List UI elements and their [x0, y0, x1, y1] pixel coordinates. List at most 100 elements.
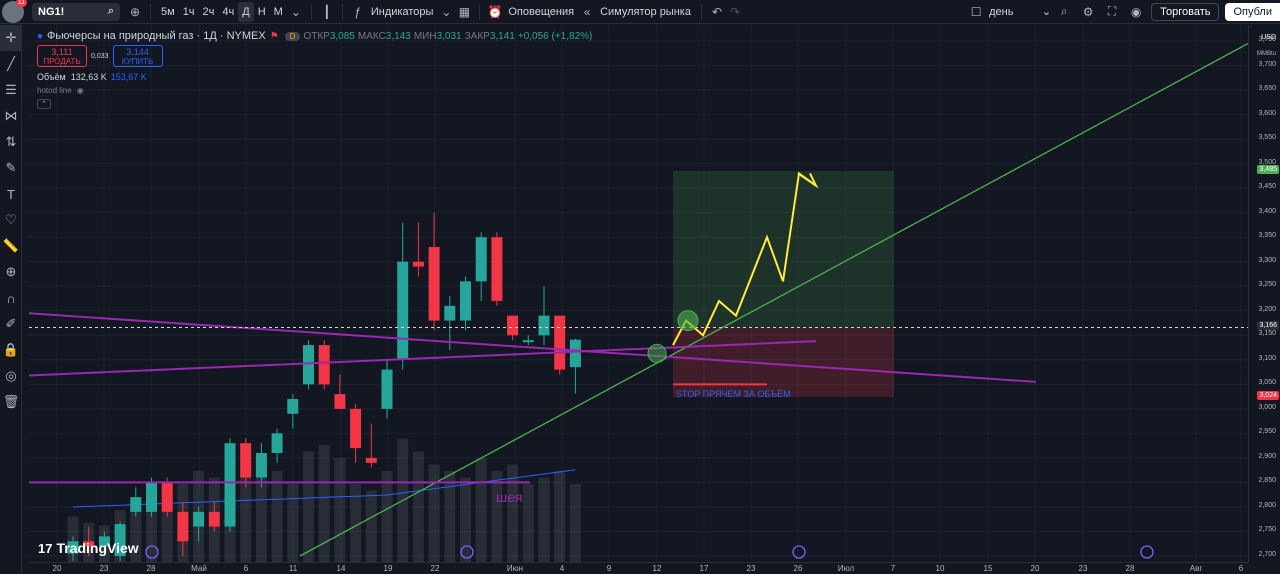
- layout-square-icon[interactable]: ☐: [970, 4, 982, 19]
- forecast-icon[interactable]: ⇅: [5, 134, 17, 149]
- trendline: [299, 42, 1248, 557]
- volume-bar: [303, 451, 314, 562]
- symbol-title[interactable]: Фьючерсы на природный газ · 1Д · NYMEX: [47, 30, 266, 42]
- layouts-icon[interactable]: ▦: [458, 4, 471, 19]
- magnet-icon[interactable]: ∩: [6, 290, 16, 306]
- price-tick-label: 3,100: [1258, 354, 1276, 362]
- time-tick-label: Июл: [837, 564, 855, 573]
- sell-price: 3,111: [51, 47, 73, 57]
- interval-group: 5м 1ч 2ч 4ч Д Н М: [157, 1, 287, 22]
- time-tick-label: 9: [606, 564, 612, 573]
- stop-zone: [673, 327, 894, 398]
- price-tick-label: 3,350: [1258, 232, 1276, 240]
- fib-icon[interactable]: ☰: [5, 82, 17, 97]
- volume-bar: [460, 477, 471, 562]
- flame-icon: ●: [37, 30, 44, 42]
- volume-label[interactable]: Объём: [37, 72, 66, 82]
- brush-icon[interactable]: ✎: [5, 160, 17, 175]
- search-icon: ⌕: [107, 5, 114, 17]
- candle-body: [334, 394, 346, 409]
- chevron-down-icon: ⌄: [1041, 6, 1052, 18]
- time-tick-label: 26: [793, 564, 803, 573]
- alert-icon: ⏰: [487, 4, 503, 19]
- price-axis[interactable]: USD MMBtu 3,750 3,700 3,650 3,600 3,550 3,500…: [1248, 25, 1280, 562]
- interval-button-5[interactable]: Н: [257, 5, 266, 18]
- gear-icon[interactable]: ⚙: [1082, 4, 1094, 19]
- lock-icon[interactable]: 🔒: [2, 342, 20, 357]
- user-avatar[interactable]: 11: [2, 0, 27, 23]
- price-tick-label: 3,200: [1258, 305, 1276, 313]
- interval-button-0[interactable]: 5м: [161, 5, 175, 18]
- camera-icon[interactable]: ◉: [1130, 4, 1142, 19]
- high-label: МАКС: [357, 30, 386, 42]
- buy-button[interactable]: 3,144 КУПИТЬ: [112, 45, 163, 67]
- pivot-marker: [647, 343, 667, 363]
- candle-body: [381, 369, 393, 409]
- session-badge: D: [284, 31, 301, 41]
- eye-icon[interactable]: ◉: [76, 86, 84, 95]
- event-marker: [460, 545, 474, 559]
- candles-icon[interactable]: ┃: [323, 4, 331, 19]
- interval-button-6[interactable]: М: [273, 5, 283, 18]
- undo-icon[interactable]: ↶: [711, 4, 722, 19]
- trash-icon[interactable]: 🗑: [2, 394, 20, 409]
- replay-button[interactable]: Симулятор рынка: [600, 5, 691, 18]
- eye-icon[interactable]: ◎: [5, 368, 17, 383]
- add-symbol-icon[interactable]: ⊕: [129, 4, 141, 19]
- candle-body: [240, 443, 252, 478]
- candle-body: [538, 315, 550, 336]
- alerts-button[interactable]: Оповещения: [508, 5, 575, 18]
- price-tick-label: 2,850: [1258, 477, 1276, 485]
- price-tick-label: 3,000: [1258, 403, 1276, 411]
- interval-button-2[interactable]: 2ч: [202, 5, 215, 18]
- fullscreen-icon[interactable]: ⛶: [1107, 4, 1117, 18]
- zoom-icon[interactable]: ⊕: [5, 264, 17, 279]
- currency-label[interactable]: USD: [1261, 34, 1276, 41]
- time-tick-label: 23: [99, 564, 109, 573]
- candle-body: [287, 399, 299, 414]
- text-icon[interactable]: T: [7, 186, 15, 202]
- price-tick-label: 2,900: [1258, 452, 1276, 460]
- indicators-button[interactable]: Индикаторы: [370, 5, 434, 18]
- price-tick-label: 3,700: [1258, 60, 1276, 68]
- quick-search-icon[interactable]: ⌕: [1060, 4, 1068, 18]
- symbol-search-button[interactable]: NG1! ⌕: [32, 2, 120, 21]
- chart-canvas[interactable]: STOP ПРЯЧЕМ ЗА ОБЪЁМ шея: [29, 25, 1248, 562]
- trendline-icon[interactable]: ╱: [7, 56, 15, 71]
- time-tick-label: 10: [935, 564, 945, 573]
- crosshair-icon[interactable]: ✛: [0, 25, 22, 51]
- drawing-toolbar: ✛ ╱ ☰ ⋈ ⇅ ✎ T ♡ 📏 ⊕ ∩ ✐ 🔒 ◎ 🗑: [0, 25, 22, 574]
- period-select[interactable]: день ⌄: [985, 2, 1055, 22]
- collapse-legend-icon[interactable]: ⌃: [37, 99, 51, 109]
- indicator-label[interactable]: hotod line: [37, 86, 72, 95]
- chevron-down-icon[interactable]: ⌄: [290, 4, 301, 19]
- pattern-icon[interactable]: ⋈: [4, 108, 18, 123]
- time-axis[interactable]: 20 23 28 Май 6 11 14 19 22 Июн 4 9 12 17 23 26 Июл 7 10 15 2…: [29, 562, 1248, 574]
- top-toolbar: 11 NG1! ⌕ ⊕ 5м 1ч 2ч 4ч Д Н М ⌄ ┃ ƒ Индикаторы…: [0, 0, 1280, 24]
- lock-drawing-icon[interactable]: ✐: [5, 316, 17, 331]
- flag-icon[interactable]: ⚑: [269, 30, 279, 42]
- ruler-icon[interactable]: 📏: [2, 238, 20, 253]
- candle-body: [428, 247, 440, 321]
- redo-icon[interactable]: ↷: [729, 4, 740, 19]
- interval-button-1[interactable]: 1ч: [182, 5, 195, 18]
- candle-body: [224, 443, 236, 527]
- price-tick-label: 3,650: [1258, 85, 1276, 93]
- chart-pane[interactable]: STOP ПРЯЧЕМ ЗА ОБЪЁМ шея: [29, 25, 1248, 562]
- volume-bar: [538, 477, 550, 562]
- chevron-down-icon[interactable]: ⌄: [441, 4, 452, 19]
- publish-button[interactable]: Опубли: [1225, 2, 1280, 21]
- price-tick-label: 3,250: [1258, 281, 1276, 289]
- buy-label: КУПИТЬ: [121, 57, 154, 66]
- sell-button[interactable]: 3,111 ПРОДАТЬ: [37, 45, 87, 67]
- volume-bar: [255, 464, 267, 562]
- unit-label[interactable]: MMBtu: [1256, 51, 1276, 57]
- trade-button[interactable]: Торговать: [1151, 2, 1220, 21]
- interval-button-4[interactable]: Д: [238, 1, 254, 22]
- time-tick-label: 6: [1238, 564, 1244, 573]
- interval-button-3[interactable]: 4ч: [222, 5, 235, 18]
- heart-icon[interactable]: ♡: [5, 212, 17, 227]
- candle-body: [255, 453, 267, 478]
- chart-legend: ● Фьючерсы на природный газ · 1Д · NYMEX…: [37, 30, 592, 109]
- tv-logo-icon: 17: [38, 540, 53, 556]
